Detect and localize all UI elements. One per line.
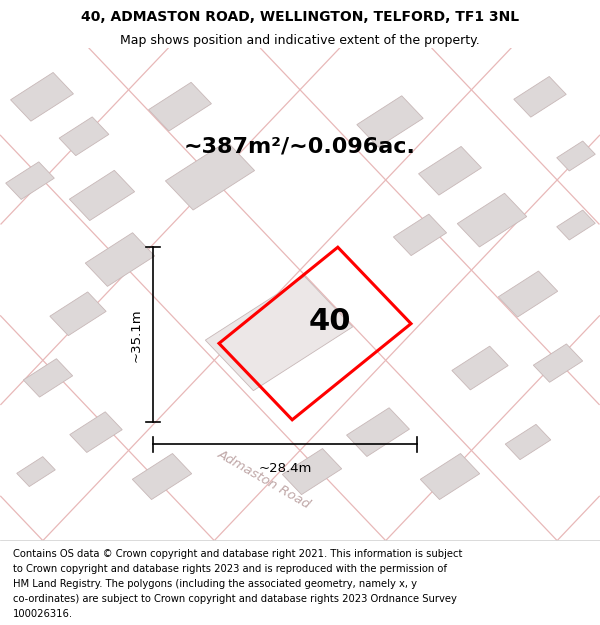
- Polygon shape: [283, 449, 341, 494]
- Text: co-ordinates) are subject to Crown copyright and database rights 2023 Ordnance S: co-ordinates) are subject to Crown copyr…: [13, 594, 457, 604]
- Polygon shape: [419, 146, 481, 195]
- Text: ~28.4m: ~28.4m: [259, 462, 311, 474]
- Text: Contains OS data © Crown copyright and database right 2021. This information is : Contains OS data © Crown copyright and d…: [13, 549, 463, 559]
- Polygon shape: [557, 141, 595, 171]
- Text: ~387m²/~0.096ac.: ~387m²/~0.096ac.: [184, 136, 416, 156]
- Polygon shape: [533, 344, 583, 382]
- Polygon shape: [505, 424, 551, 459]
- Polygon shape: [5, 162, 55, 199]
- Polygon shape: [149, 82, 211, 131]
- Polygon shape: [133, 454, 191, 499]
- Text: 100026316.: 100026316.: [13, 609, 73, 619]
- Polygon shape: [85, 232, 155, 286]
- Polygon shape: [70, 412, 122, 452]
- Text: ~35.1m: ~35.1m: [130, 308, 143, 361]
- Polygon shape: [514, 76, 566, 117]
- Text: HM Land Registry. The polygons (including the associated geometry, namely x, y: HM Land Registry. The polygons (includin…: [13, 579, 417, 589]
- Polygon shape: [421, 454, 479, 499]
- Text: 40: 40: [309, 307, 351, 336]
- Polygon shape: [452, 346, 508, 390]
- Text: Admaston Road: Admaston Road: [215, 447, 313, 511]
- Polygon shape: [17, 457, 55, 486]
- Polygon shape: [59, 117, 109, 156]
- Polygon shape: [357, 96, 423, 147]
- Polygon shape: [205, 276, 353, 391]
- Text: 40, ADMASTON ROAD, WELLINGTON, TELFORD, TF1 3NL: 40, ADMASTON ROAD, WELLINGTON, TELFORD, …: [81, 11, 519, 24]
- Polygon shape: [166, 141, 254, 210]
- Polygon shape: [394, 214, 446, 256]
- Polygon shape: [11, 72, 73, 121]
- Polygon shape: [50, 292, 106, 336]
- Polygon shape: [70, 171, 134, 221]
- Polygon shape: [499, 271, 557, 317]
- Polygon shape: [347, 408, 409, 456]
- Polygon shape: [457, 193, 527, 247]
- Text: Map shows position and indicative extent of the property.: Map shows position and indicative extent…: [120, 34, 480, 48]
- Polygon shape: [23, 359, 73, 397]
- Polygon shape: [557, 210, 595, 240]
- Text: to Crown copyright and database rights 2023 and is reproduced with the permissio: to Crown copyright and database rights 2…: [13, 564, 447, 574]
